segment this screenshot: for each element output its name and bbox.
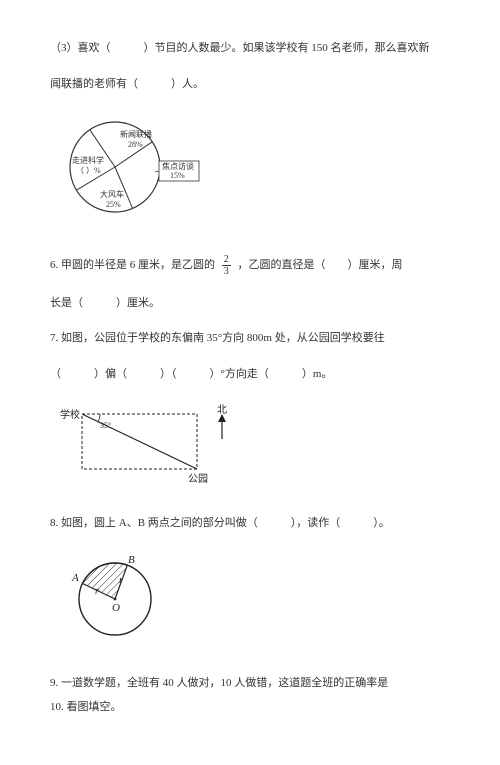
q6-frac-num: 2 [222,254,231,266]
pie-label-news: 新闻联播 [120,129,152,139]
fig8-label-A: A [71,572,79,584]
pie-chart: 新闻联播 28% 焦点访谈 15% 大风车 25% 走进科学 （ ）% [60,117,450,234]
fig7-school-label: 学校 [60,408,80,421]
q7-line1: 7. 如图，公园位于学校的东偏南 35°方向 800m 处，从公园回学校要往 [50,330,450,348]
fig7-angle-label: 35° [100,421,111,430]
pie-pct-news: 28% [128,140,143,149]
north-label: 北 [217,404,227,416]
fig8: A B O r r [60,549,450,656]
pie-pct-focus: 15% [170,171,185,180]
q9-text: 9. 一道数学题，全班有 40 人做对，10 人做错，这道题全班的正确率是 [50,675,450,693]
q6-line1: 6. 甲圆的半径是 6 厘米，是乙圆的 2 3 ，乙圆的直径是（ ）厘米，周 [50,254,450,277]
fig7-park-label: 公园 [188,473,208,485]
pie-label-wind: 大风车 [100,189,124,199]
q3-line2: 闻联播的老师有（ ）人。 [50,76,450,94]
fig8-svg: A B O r r [60,549,180,649]
q3-line1: （3）喜欢（ ）节目的人数最少。如果该学校有 150 名老师，那么喜欢新 [50,40,450,58]
q6-frac-den: 3 [222,266,231,277]
page-content: （3）喜欢（ ）节目的人数最少。如果该学校有 150 名老师，那么喜欢新 闻联播… [0,0,500,765]
fig8-center [114,597,117,600]
q6-line2: 长是（ ）厘米。 [50,295,450,313]
q10-text: 10. 看图填空。 [50,699,450,717]
pie-label-focus: 焦点访谈 [162,161,194,171]
fig8-label-B: B [128,554,135,566]
fig8-label-r1: r [95,586,99,597]
pie-pct-wind: 25% [106,200,121,209]
pie-label-sci: 走进科学 [72,155,104,165]
fig7-svg: 35° 学校 公园 北 [60,404,260,489]
q6-text-b: ，乙圆的直径是（ ）厘米，周 [238,259,403,271]
fig8-label-r2: r [119,575,123,586]
q6-text-a: 6. 甲圆的半径是 6 厘米，是乙圆的 [50,259,215,271]
fig8-label-O: O [112,602,120,614]
q7-line2: （ ）偏（ ）（ ）°方向走（ ）m。 [50,366,450,384]
pie-pct-sci: （ ）% [76,166,101,175]
pie-svg: 新闻联播 28% 焦点访谈 15% 大风车 25% 走进科学 （ ）% [60,117,210,227]
q8-text: 8. 如图，圆上 A、B 两点之间的部分叫做（ ），读作（ ）。 [50,515,450,533]
fig7: 35° 学校 公园 北 [60,404,450,496]
q6-fraction: 2 3 [222,254,231,277]
